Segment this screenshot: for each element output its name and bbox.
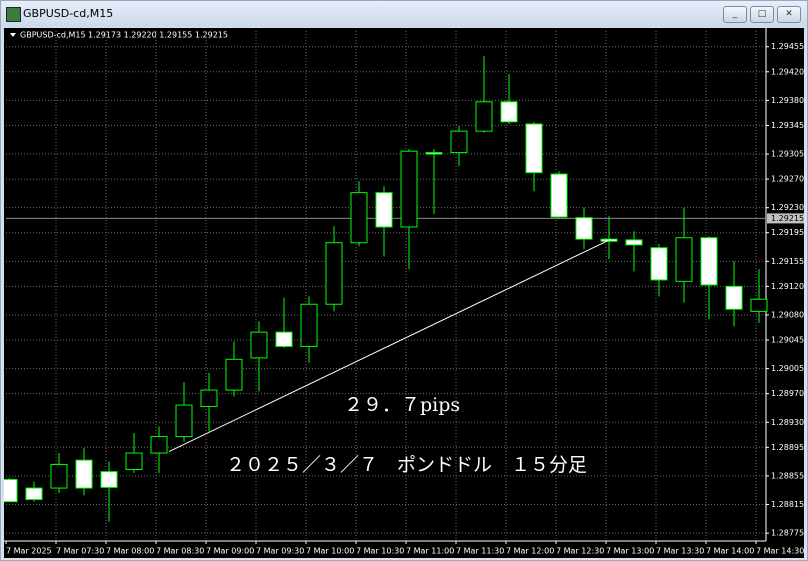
candle-body — [500, 101, 518, 123]
candle-body — [150, 436, 168, 454]
x-tick-label: 7 Mar 11:30 — [456, 547, 504, 556]
y-tick-label: 1.29045 — [771, 336, 804, 345]
y-tick-label: 1.28775 — [771, 529, 804, 538]
candle-body — [750, 298, 768, 312]
y-tick-label: 1.29080 — [771, 310, 804, 319]
candle-body — [475, 101, 493, 132]
y-tick-label: 1.29195 — [771, 228, 804, 237]
candle-body — [225, 358, 243, 391]
x-tick-label: 7 Mar 13:00 — [606, 547, 654, 556]
y-tick-label: 1.28930 — [771, 418, 804, 427]
x-tick-label: 7 Mar 2025 — [6, 547, 52, 556]
candle-body — [325, 242, 343, 305]
x-tick-label: 7 Mar 13:30 — [656, 547, 704, 556]
header-triangle — [10, 33, 16, 37]
x-tick-label: 7 Mar 10:00 — [306, 547, 354, 556]
candle-body — [450, 130, 468, 154]
x-tick-label: 7 Mar 07:30 — [56, 547, 104, 556]
y-tick-label: 1.29455 — [771, 42, 804, 51]
x-tick-label: 7 Mar 09:00 — [206, 547, 254, 556]
y-tick-label: 1.29155 — [771, 257, 804, 266]
candle-body — [4, 478, 18, 503]
chart-symbol: GBPUSD-cd,M15 — [20, 31, 86, 40]
y-tick-label: 1.29345 — [771, 121, 804, 130]
minimize-button[interactable]: _ — [723, 6, 747, 23]
candle-body — [75, 459, 93, 489]
candle-body — [625, 239, 643, 246]
candle-body — [525, 123, 543, 174]
maximize-button[interactable]: □ — [750, 6, 774, 23]
y-tick-label: 1.29270 — [771, 175, 804, 184]
title-bar: GBPUSD-cd,M15 _ □ ✕ — [1, 1, 807, 27]
y-tick-label: 1.29005 — [771, 364, 804, 373]
y-tick-label: 1.29120 — [771, 282, 804, 291]
candle-body — [675, 237, 693, 282]
close-button[interactable]: ✕ — [777, 6, 801, 23]
candle-body — [700, 237, 718, 286]
x-tick-label: 7 Mar 11:00 — [406, 547, 454, 556]
y-tick-label: 1.29380 — [771, 96, 804, 105]
candle-body — [575, 217, 593, 240]
y-tick-label: 1.28970 — [771, 389, 804, 398]
x-tick-label: 7 Mar 08:30 — [156, 547, 204, 556]
candle-body — [350, 192, 368, 244]
candle-body — [375, 192, 393, 228]
candle-body — [550, 173, 568, 218]
y-tick-label: 1.29305 — [771, 150, 804, 159]
y-tick-label: 1.28855 — [771, 471, 804, 480]
candle-body — [425, 152, 443, 155]
window-title: GBPUSD-cd,M15 — [23, 7, 114, 20]
y-tick-label: 1.28895 — [771, 443, 804, 452]
candle-body — [275, 331, 293, 347]
y-tick-label: 1.29230 — [771, 203, 804, 212]
price-label-box — [767, 213, 804, 224]
window-icon — [6, 7, 21, 22]
y-tick-label: 1.29420 — [771, 67, 804, 76]
candle-body — [25, 487, 43, 501]
candle-body — [200, 389, 218, 408]
x-tick-label: 7 Mar 12:30 — [556, 547, 604, 556]
candle-body — [650, 247, 668, 281]
x-tick-label: 7 Mar 08:00 — [106, 547, 154, 556]
candle-body — [50, 463, 68, 489]
x-tick-label: 7 Mar 09:30 — [256, 547, 304, 556]
price-label: 1.29215 — [771, 214, 804, 223]
x-tick-label: 7 Mar 14:00 — [706, 547, 754, 556]
candle-body — [125, 452, 143, 470]
trendline — [168, 238, 612, 453]
header-prices: 1.29173 1.29220 1.29155 1.29215 — [88, 31, 228, 40]
candle-body — [400, 150, 418, 228]
x-tick-label: 7 Mar 14:30 — [756, 547, 804, 556]
candle-body — [175, 404, 193, 438]
annotation: ２９．７pips — [344, 394, 460, 416]
candle-body — [250, 331, 268, 359]
candle-body — [100, 471, 118, 488]
chart: GBPUSD-cd,M15 1.29173 1.29220 1.29155 1.… — [4, 28, 804, 558]
x-tick-label: 7 Mar 12:00 — [506, 547, 554, 556]
y-tick-label: 1.28815 — [771, 500, 804, 509]
x-tick-label: 7 Mar 10:30 — [356, 547, 404, 556]
candle-body — [725, 285, 743, 310]
candle-body — [300, 303, 318, 347]
annotation: ２０２５／３／７ ポンドドル １５分足 — [226, 454, 587, 476]
